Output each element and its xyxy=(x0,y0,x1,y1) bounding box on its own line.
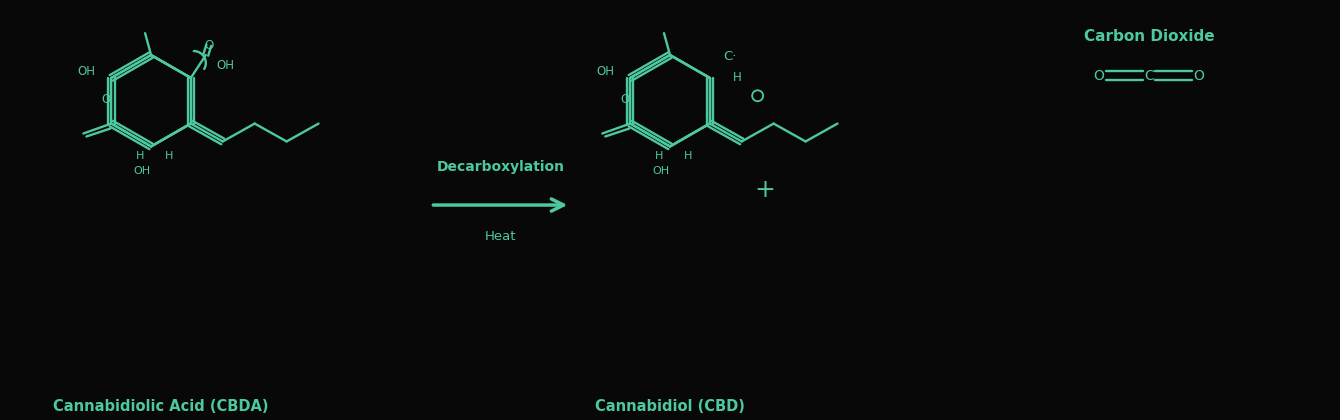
Text: O: O xyxy=(620,93,630,106)
Text: C: C xyxy=(1144,69,1154,83)
Text: OH: OH xyxy=(78,66,95,79)
Text: Carbon Dioxide: Carbon Dioxide xyxy=(1084,29,1214,44)
Text: C·: C· xyxy=(724,50,737,63)
Text: H: H xyxy=(733,71,742,84)
Text: OH: OH xyxy=(134,166,150,176)
Text: O: O xyxy=(102,93,111,106)
Text: H: H xyxy=(655,151,663,161)
Text: OH: OH xyxy=(217,60,234,73)
Text: H: H xyxy=(135,151,145,161)
Text: O: O xyxy=(204,39,213,52)
Text: H: H xyxy=(165,151,173,161)
Text: OH: OH xyxy=(596,66,614,79)
Text: H: H xyxy=(683,151,693,161)
Text: Heat: Heat xyxy=(485,230,516,243)
Text: OH: OH xyxy=(653,166,670,176)
Text: Decarboxylation: Decarboxylation xyxy=(437,160,564,174)
Text: O: O xyxy=(1093,69,1104,83)
Text: Cannabidiol (CBD): Cannabidiol (CBD) xyxy=(595,399,745,414)
Text: Cannabidiolic Acid (CBDA): Cannabidiolic Acid (CBDA) xyxy=(54,399,269,414)
Text: O: O xyxy=(1194,69,1205,83)
Text: +: + xyxy=(754,178,775,202)
